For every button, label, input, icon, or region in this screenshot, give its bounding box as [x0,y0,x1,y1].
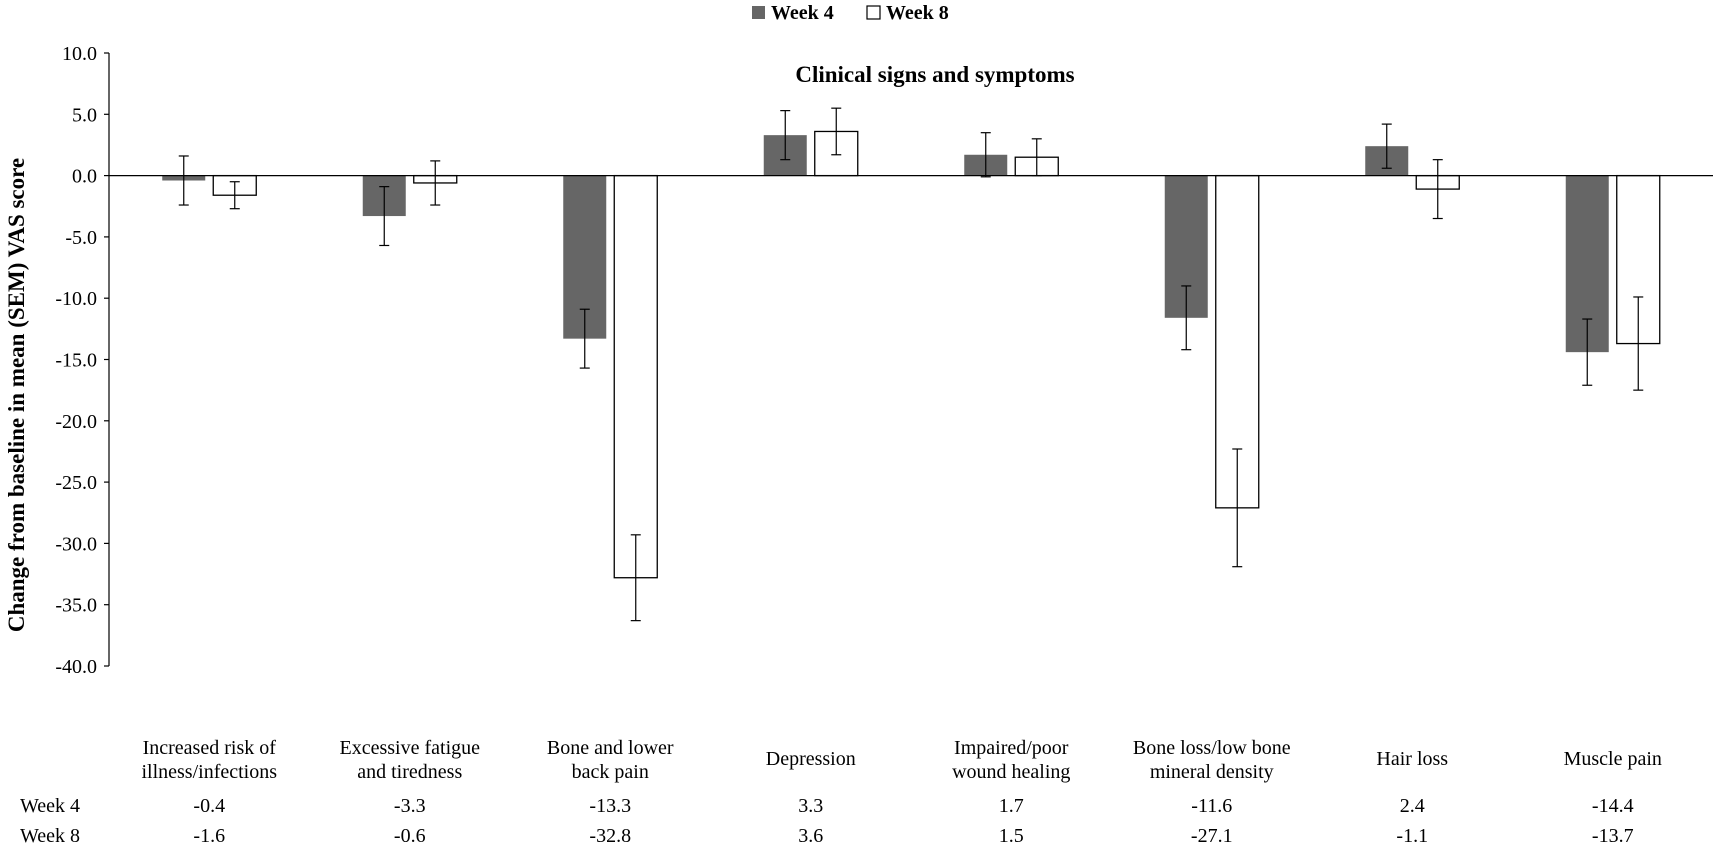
table-cell: -1.6 [193,825,225,847]
x-axis-category-labels: Increased risk of illness/infections Exces… [141,737,1661,783]
x-category-label-line: Hair loss [1376,748,1448,770]
table-cell: -11.6 [1191,795,1232,817]
x-category-label-line: Increased risk of [143,737,277,759]
y-tick-label: -25.0 [55,472,97,494]
x-category-label-line: back pain [572,761,649,783]
legend-label: Week 4 [771,2,834,24]
table-cell: 3.6 [798,825,823,847]
table-cell: -0.4 [193,795,225,817]
y-tick-label: -10.0 [55,288,97,310]
table-row-label: Week 8 [20,825,80,847]
x-category-label-line: illness/infections [141,761,277,783]
x-category-label: Bone and lower back pain [547,737,674,783]
y-axis: 10.0 5.0 0.0 -5.0 -10.0 -15.0 -20.0 -25.0 -30.0 -… [55,43,110,678]
x-category-label-line: wound healing [952,761,1070,783]
bar-week-8 [613,174,658,579]
x-category-label-line: Depression [766,748,856,770]
x-category-label-line: Excessive fatigue [340,737,481,759]
table-cell: -1.1 [1396,825,1428,847]
y-axis-label: Change from baseline in mean (SEM) VAS s… [4,158,29,632]
table-cell: -0.6 [394,825,426,847]
x-category-label: Increased risk of illness/infections [141,737,277,783]
legend-label: Week 8 [886,2,949,24]
x-category-label: Impaired/poor wound healing [952,737,1070,783]
y-tick-label: -15.0 [55,350,97,372]
y-tick-label: -20.0 [55,411,97,433]
legend: Week 4 Week 8 [752,2,949,24]
x-category-label-line: and tiredness [357,761,462,783]
y-tick-label: -35.0 [55,595,97,617]
x-category-label-line: Muscle pain [1564,748,1662,770]
table-cell: -13.7 [1592,825,1634,847]
x-category-label: Bone loss/low bone mineral density [1133,737,1291,783]
table-cell: 2.4 [1400,795,1425,817]
y-tick-label: -40.0 [55,656,97,678]
table-cell: -13.3 [589,795,631,817]
x-category-label: Depression [766,748,856,770]
legend-swatch [866,5,881,20]
chart-title: Clinical signs and symptoms [795,62,1074,87]
y-tick-label: -30.0 [55,533,97,555]
legend-swatch [752,6,765,19]
y-tick-label: 10.0 [62,43,97,65]
table-cell: 1.5 [999,825,1024,847]
y-tick-label: -5.0 [65,227,97,249]
table-cell: -14.4 [1592,795,1634,817]
x-category-label: Excessive fatigue and tiredness [340,737,481,783]
table-cell: -27.1 [1191,825,1233,847]
x-category-label: Hair loss [1376,748,1448,770]
table-cell: -3.3 [394,795,426,817]
x-category-label-line: Bone loss/low bone [1133,737,1291,759]
y-tick-label: 5.0 [72,104,97,126]
x-category-label-line: Bone and lower [547,737,674,759]
table-cell: 3.3 [798,795,823,817]
x-category-label: Muscle pain [1564,748,1662,770]
bars [162,107,1661,622]
data-table: Week 4 -0.4 -3.3 -13.3 3.3 1.7 -11.6 2.4 -14.4 We… [20,795,1634,847]
x-category-label-line: Impaired/poor [954,737,1069,759]
table-row-label: Week 4 [20,795,80,817]
y-tick-label: 0.0 [72,166,97,188]
x-category-label-line: mineral density [1150,761,1274,783]
table-cell: 1.7 [999,795,1024,817]
table-cell: -32.8 [589,825,631,847]
